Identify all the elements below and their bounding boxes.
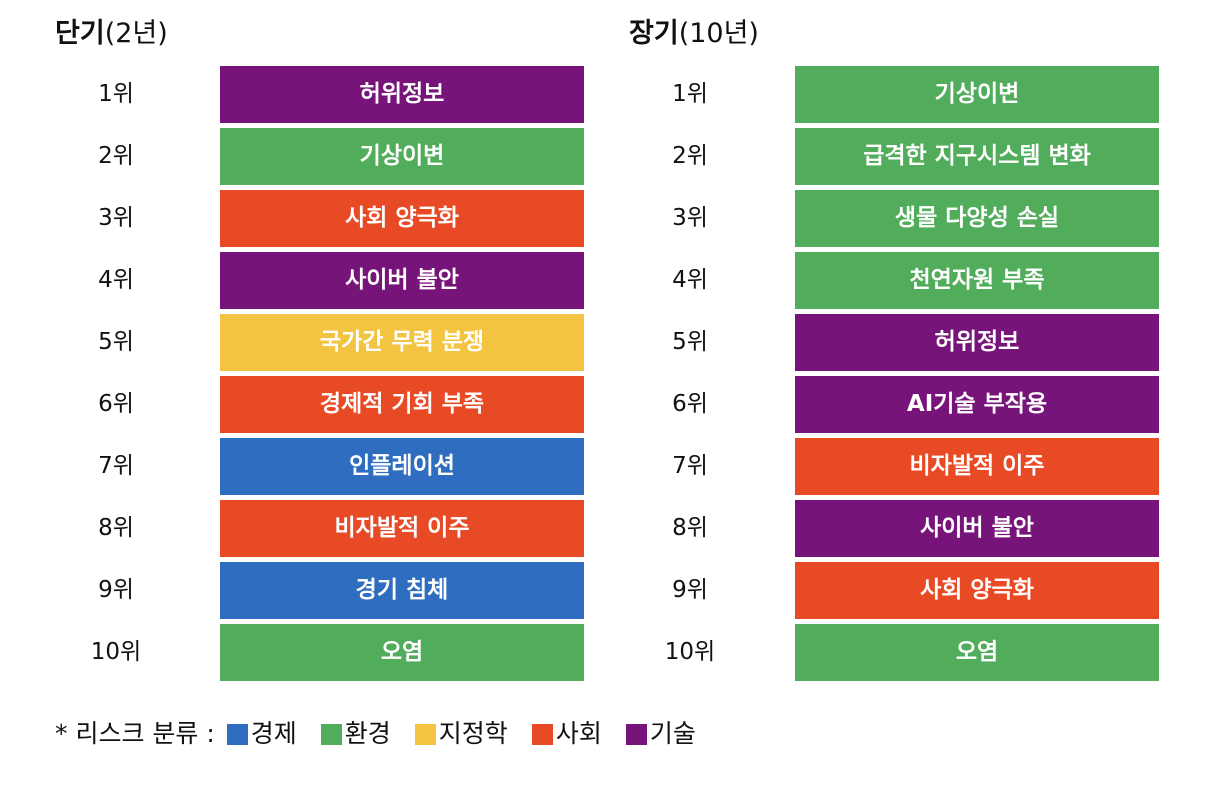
long-term-rank-label: 3위 bbox=[672, 205, 708, 231]
short-term-risk-box: 경기 침체 bbox=[220, 562, 584, 619]
short-term-rank-label: 3위 bbox=[98, 205, 134, 231]
short-term-risk-box: 허위정보 bbox=[220, 66, 584, 123]
long-term-risk-box: 사회 양극화 bbox=[795, 562, 1159, 619]
short-term-risk-box: 비자발적 이주 bbox=[220, 500, 584, 557]
legend-label: 환경 bbox=[344, 719, 391, 748]
long-term-rank-label: 8위 bbox=[672, 515, 708, 541]
legend-item: 경제 bbox=[226, 714, 297, 754]
legend-item: 사회 bbox=[531, 714, 602, 754]
short-term-rank-label: 10위 bbox=[90, 639, 142, 665]
long-term-risk-box: 생물 다양성 손실 bbox=[795, 190, 1159, 247]
long-term-rank-label: 7위 bbox=[672, 453, 708, 479]
legend-swatch bbox=[320, 723, 342, 745]
short-term-rank-label: 4위 bbox=[98, 267, 134, 293]
long-term-risk-box: 비자발적 이주 bbox=[795, 438, 1159, 495]
legend-swatch bbox=[531, 723, 553, 745]
legend-item: 기술 bbox=[625, 714, 696, 754]
legend-swatch bbox=[625, 723, 647, 745]
long-term-title: 장기(10년) bbox=[629, 14, 759, 54]
legend-swatch bbox=[414, 723, 436, 745]
legend-label: 기술 bbox=[649, 719, 696, 748]
short-term-title-period: (2년) bbox=[104, 18, 168, 49]
long-term-rank-label: 6위 bbox=[672, 391, 708, 417]
long-term-risk-box: AI기술 부작용 bbox=[795, 376, 1159, 433]
long-term-title-main: 장기 bbox=[629, 18, 679, 49]
long-term-rank-label: 9위 bbox=[672, 577, 708, 603]
legend-label: 경제 bbox=[250, 719, 297, 748]
short-term-rank-label: 1위 bbox=[98, 81, 134, 107]
legend-prefix: * 리스크 분류 : bbox=[55, 719, 215, 748]
short-term-title: 단기(2년) bbox=[55, 14, 168, 54]
long-term-risk-box: 사이버 불안 bbox=[795, 500, 1159, 557]
short-term-risk-box: 인플레이션 bbox=[220, 438, 584, 495]
long-term-risk-box: 급격한 지구시스템 변화 bbox=[795, 128, 1159, 185]
short-term-risk-box: 국가간 무력 분쟁 bbox=[220, 314, 584, 371]
short-term-risk-box: 경제적 기회 부족 bbox=[220, 376, 584, 433]
short-term-rank-label: 7위 bbox=[98, 453, 134, 479]
long-term-risk-box: 천연자원 부족 bbox=[795, 252, 1159, 309]
legend-item: 환경 bbox=[320, 714, 391, 754]
risk-category-legend: * 리스크 분류 : 경제 환경 지정학 사회 기술 bbox=[55, 714, 720, 754]
short-term-risk-box: 오염 bbox=[220, 624, 584, 681]
long-term-rank-label: 1위 bbox=[672, 81, 708, 107]
long-term-rank-label: 5위 bbox=[672, 329, 708, 355]
short-term-rank-label: 8위 bbox=[98, 515, 134, 541]
legend-label: 지정학 bbox=[438, 719, 508, 748]
legend-items: 경제 환경 지정학 사회 기술 bbox=[226, 714, 720, 754]
legend-label: 사회 bbox=[555, 719, 602, 748]
short-term-rank-label: 5위 bbox=[98, 329, 134, 355]
long-term-risk-box: 기상이변 bbox=[795, 66, 1159, 123]
short-term-rank-label: 9위 bbox=[98, 577, 134, 603]
long-term-rank-label: 10위 bbox=[664, 639, 716, 665]
short-term-title-main: 단기 bbox=[55, 18, 105, 49]
long-term-risk-box: 허위정보 bbox=[795, 314, 1159, 371]
long-term-rank-label: 4위 bbox=[672, 267, 708, 293]
long-term-rank-label: 2위 bbox=[672, 143, 708, 169]
long-term-risk-box: 오염 bbox=[795, 624, 1159, 681]
short-term-risk-box: 사회 양극화 bbox=[220, 190, 584, 247]
short-term-rank-label: 6위 bbox=[98, 391, 134, 417]
long-term-title-period: (10년) bbox=[678, 18, 759, 49]
short-term-risk-box: 사이버 불안 bbox=[220, 252, 584, 309]
short-term-rank-label: 2위 bbox=[98, 143, 134, 169]
legend-swatch bbox=[226, 723, 248, 745]
short-term-risk-box: 기상이변 bbox=[220, 128, 584, 185]
legend-item: 지정학 bbox=[414, 714, 508, 754]
